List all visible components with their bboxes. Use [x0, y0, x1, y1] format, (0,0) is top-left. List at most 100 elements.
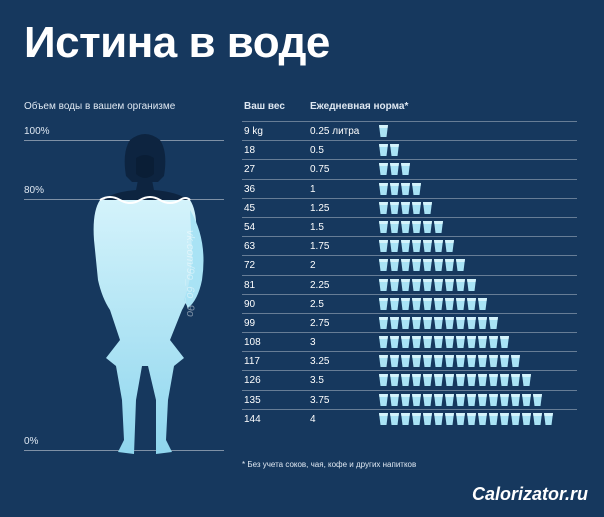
norm-value: 0.75	[310, 164, 330, 176]
water-glass-icon	[401, 355, 410, 368]
water-glass-icon	[445, 374, 454, 387]
water-glass-icon	[423, 355, 432, 368]
weight-column-header: Ваш вес	[244, 101, 285, 112]
water-glass-icon	[511, 355, 520, 368]
table-row: 144 4	[242, 408, 577, 428]
water-glass-icon	[456, 297, 465, 310]
norm-value: 2.75	[310, 317, 330, 329]
water-glass-icon	[467, 393, 476, 406]
water-glass-icon	[434, 259, 443, 272]
weight-value: 135	[244, 394, 261, 406]
cup-row	[379, 412, 553, 426]
water-glass-icon	[423, 336, 432, 349]
water-glass-icon	[390, 220, 399, 233]
cup-row	[379, 201, 432, 215]
water-glass-icon	[489, 412, 498, 425]
water-glass-icon	[379, 393, 388, 406]
water-glass-icon	[434, 316, 443, 329]
percent-label-0: 0%	[24, 436, 39, 447]
water-glass-icon	[423, 240, 432, 253]
woman-silhouette-icon	[93, 134, 204, 454]
water-glass-icon	[434, 278, 443, 291]
water-glass-icon	[511, 393, 520, 406]
water-glass-icon	[379, 144, 388, 157]
water-glass-icon	[478, 316, 487, 329]
water-glass-icon	[445, 259, 454, 272]
table-row: 54 1.5	[242, 216, 577, 236]
water-glass-icon	[401, 297, 410, 310]
water-glass-icon	[379, 355, 388, 368]
water-glass-icon	[412, 240, 421, 253]
water-glass-icon	[478, 355, 487, 368]
water-glass-icon	[434, 355, 443, 368]
water-glass-icon	[478, 412, 487, 425]
water-glass-icon	[379, 336, 388, 349]
weight-value: 144	[244, 413, 261, 425]
cup-row	[379, 374, 531, 387]
water-glass-icon	[445, 355, 454, 368]
water-glass-icon	[390, 374, 399, 387]
table-row: 63 1.75	[242, 236, 577, 255]
water-glass-icon	[467, 278, 476, 291]
water-glass-icon	[456, 316, 465, 329]
water-glass-icon	[379, 201, 388, 214]
watermark-text: vk.com/9o_6o_9o	[184, 230, 196, 317]
water-glass-icon	[412, 393, 421, 406]
water-glass-icon	[379, 316, 388, 329]
water-glass-icon	[390, 355, 399, 368]
norm-value: 2	[310, 260, 316, 272]
water-glass-icon	[379, 220, 388, 233]
water-glass-icon	[412, 201, 421, 214]
water-glass-icon	[379, 240, 388, 253]
water-glass-icon	[467, 336, 476, 349]
water-glass-icon	[445, 412, 454, 425]
water-glass-icon	[423, 278, 432, 291]
water-glass-icon	[390, 163, 399, 176]
cup-row	[379, 259, 465, 272]
weight-value: 45	[244, 202, 256, 214]
cup-row	[379, 182, 421, 196]
water-glass-icon	[445, 278, 454, 291]
water-glass-icon	[533, 412, 542, 425]
percent-label-80: 80%	[24, 185, 45, 196]
norm-value: 0.25 литра	[310, 126, 360, 137]
weight-value: 36	[244, 183, 256, 195]
water-glass-icon	[445, 297, 454, 310]
norm-value: 1	[310, 183, 316, 195]
cup-row	[379, 355, 520, 368]
water-glass-icon	[401, 220, 410, 233]
water-glass-icon	[412, 336, 421, 349]
water-glass-icon	[500, 374, 509, 387]
water-glass-icon	[379, 163, 388, 176]
norm-value: 3	[310, 337, 316, 349]
water-glass-icon	[434, 220, 443, 233]
water-glass-icon	[489, 316, 498, 329]
cup-row	[379, 336, 509, 349]
percent-label-100: 100%	[24, 126, 50, 137]
water-glass-icon	[522, 374, 531, 387]
norm-value: 4	[310, 413, 316, 425]
table-row: 72 2	[242, 255, 577, 274]
water-glass-icon	[412, 182, 421, 195]
norm-value: 2.5	[310, 298, 324, 310]
water-glass-icon	[489, 355, 498, 368]
water-glass-icon	[445, 316, 454, 329]
water-glass-icon	[445, 336, 454, 349]
water-glass-icon	[467, 297, 476, 310]
water-glass-icon	[456, 336, 465, 349]
weight-value: 99	[244, 317, 256, 329]
weight-value: 117	[244, 356, 260, 368]
table-row: 81 2.25	[242, 274, 577, 294]
weight-value: 18	[244, 145, 256, 157]
footnote: * Без учета соков, чая, кофе и других на…	[242, 460, 417, 469]
table-row: 117 3.25	[242, 351, 577, 370]
water-glass-icon	[456, 412, 465, 425]
water-glass-icon	[390, 316, 399, 329]
water-glass-icon	[478, 374, 487, 387]
water-glass-icon	[434, 393, 443, 406]
table-row: 135 3.75	[242, 389, 577, 409]
water-glass-icon	[434, 297, 443, 310]
water-glass-icon	[401, 201, 410, 214]
water-glass-icon	[401, 182, 410, 195]
water-glass-icon	[390, 412, 399, 425]
